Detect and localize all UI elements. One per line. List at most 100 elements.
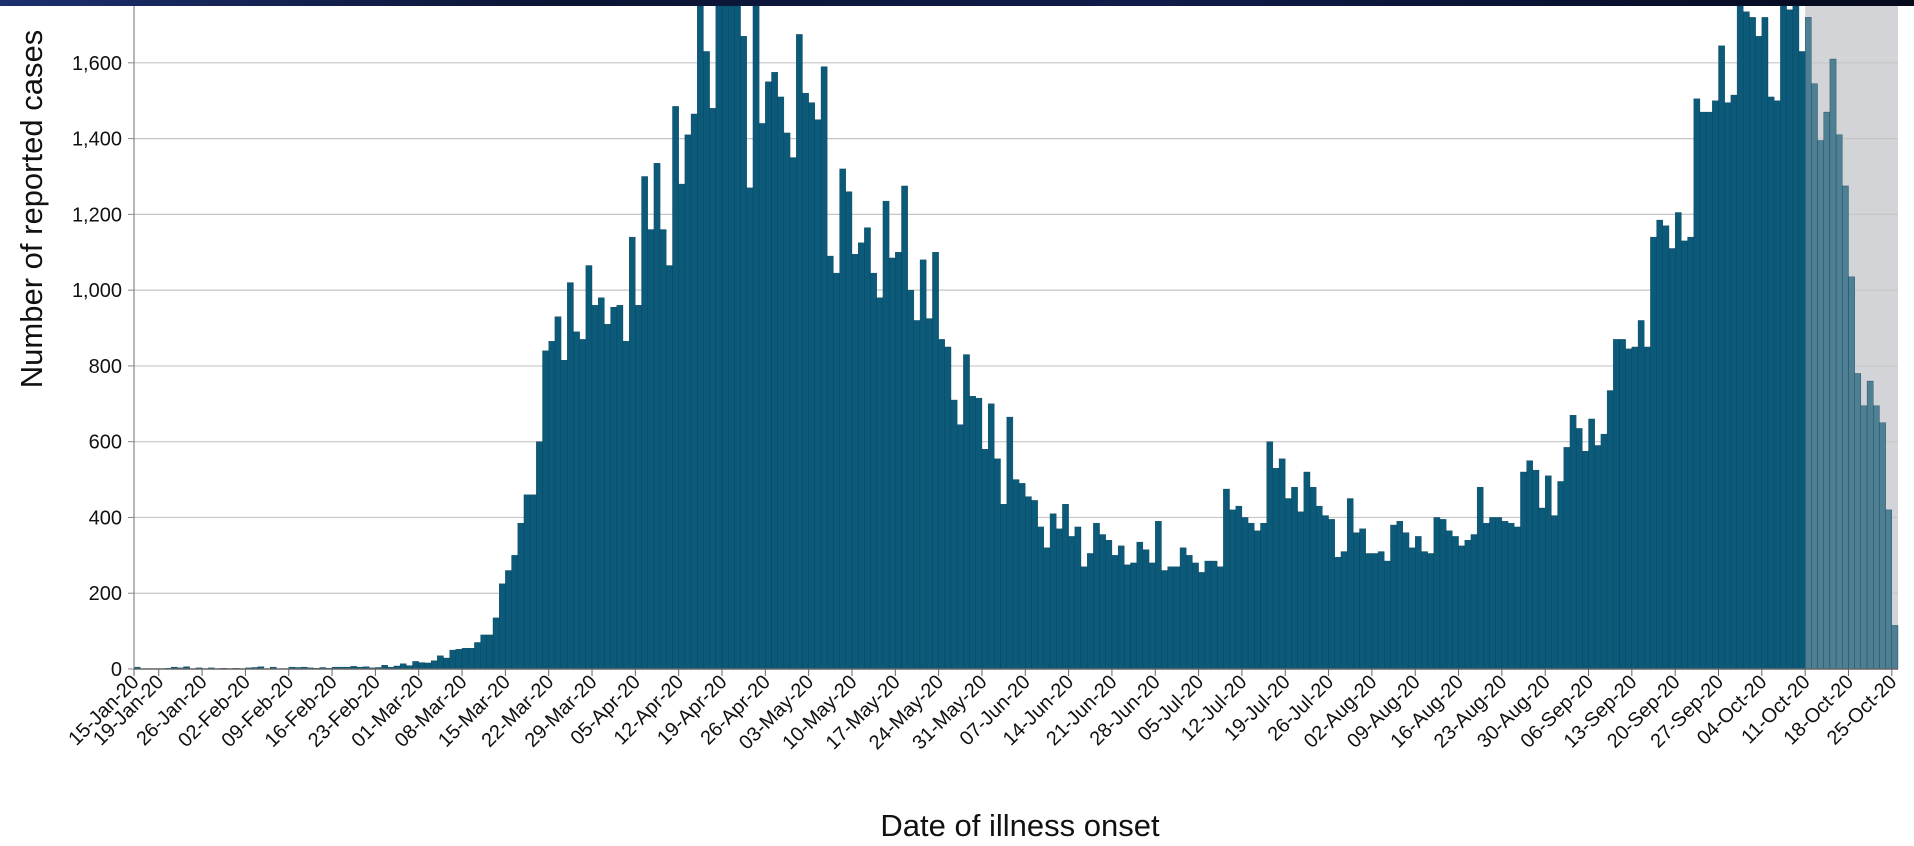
bar — [1384, 561, 1390, 669]
bar — [1818, 140, 1824, 669]
bar — [1428, 553, 1434, 669]
bar — [1520, 472, 1526, 669]
bar — [666, 266, 672, 669]
bar — [1638, 320, 1644, 669]
bar — [437, 656, 443, 669]
bar — [1409, 548, 1415, 669]
bar — [1031, 500, 1037, 669]
bar — [629, 237, 635, 669]
bar — [716, 6, 722, 669]
bar — [648, 230, 654, 669]
bar — [573, 332, 579, 669]
bar — [908, 290, 914, 669]
bar — [982, 449, 988, 669]
bar — [1199, 572, 1205, 669]
bar — [1322, 516, 1328, 669]
bar — [1570, 415, 1576, 669]
bar — [1267, 442, 1273, 669]
bar — [1483, 523, 1489, 669]
bar — [1155, 521, 1161, 669]
bar — [1137, 542, 1143, 669]
bar — [660, 230, 666, 669]
y-tick-label: 1,600 — [72, 53, 122, 75]
bar — [1025, 497, 1031, 669]
bar — [1180, 548, 1186, 669]
bar — [1118, 546, 1124, 669]
bar — [1254, 531, 1260, 669]
bar — [1038, 527, 1044, 669]
bar — [1842, 186, 1848, 669]
bar — [1650, 237, 1656, 669]
bar — [1353, 533, 1359, 669]
bar — [1174, 567, 1180, 669]
bar — [703, 51, 709, 669]
bar — [1632, 347, 1638, 669]
bar — [512, 555, 518, 669]
bar — [1335, 557, 1341, 669]
bar — [1007, 417, 1013, 669]
bar — [1688, 237, 1694, 669]
bar — [468, 648, 474, 669]
bar — [728, 6, 734, 669]
bar — [1106, 540, 1112, 669]
bar — [1075, 527, 1081, 669]
bar — [1873, 406, 1879, 669]
bar — [1558, 481, 1564, 669]
bar — [481, 635, 487, 669]
bar — [1471, 535, 1477, 669]
bar — [1681, 241, 1687, 669]
bar — [1496, 517, 1502, 669]
bar — [685, 135, 691, 669]
bar — [543, 351, 549, 669]
bar — [580, 339, 586, 669]
bar — [697, 6, 703, 669]
bar — [827, 256, 833, 669]
bar — [1291, 487, 1297, 669]
bar — [895, 252, 901, 669]
bar — [1421, 552, 1427, 669]
bar — [994, 459, 1000, 669]
bar — [1508, 523, 1514, 669]
bar — [1100, 535, 1106, 669]
bar — [530, 495, 536, 669]
bar — [1415, 536, 1421, 669]
bar — [1626, 349, 1632, 669]
bar — [1403, 533, 1409, 669]
bar — [1725, 103, 1731, 669]
y-tick-label: 1,000 — [72, 280, 122, 302]
bar — [1601, 434, 1607, 669]
bar — [1731, 95, 1737, 669]
bar — [951, 400, 957, 669]
bar — [753, 6, 759, 669]
bar — [443, 658, 449, 669]
bar — [802, 93, 808, 669]
bar — [1161, 570, 1167, 669]
bar — [1848, 277, 1854, 669]
y-tick-label: 1,200 — [72, 204, 122, 226]
bar — [1780, 6, 1786, 669]
bar — [1465, 540, 1471, 669]
bar — [400, 664, 406, 669]
bar — [1539, 508, 1545, 669]
bar — [493, 618, 499, 669]
bar — [932, 252, 938, 669]
bar — [765, 82, 771, 669]
bar — [1087, 553, 1093, 669]
bar — [864, 228, 870, 669]
bar — [1489, 517, 1495, 669]
bars — [134, 6, 1898, 669]
bar — [1613, 339, 1619, 669]
bar — [1081, 567, 1087, 669]
bar — [1205, 561, 1211, 669]
bar — [586, 266, 592, 669]
bar — [976, 398, 982, 669]
bar — [772, 72, 778, 669]
bar — [462, 648, 468, 669]
bar — [1279, 459, 1285, 669]
bar — [679, 184, 685, 669]
bar — [1192, 563, 1198, 669]
bar — [518, 523, 524, 669]
bar — [1248, 523, 1254, 669]
bar — [1793, 6, 1799, 669]
